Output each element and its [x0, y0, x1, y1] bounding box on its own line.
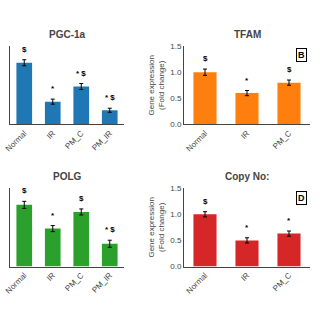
svg-text:Normal: Normal [4, 129, 29, 154]
svg-text:$: $ [79, 194, 84, 203]
svg-text:0.0: 0.0 [170, 262, 182, 271]
svg-text:* $: * $ [105, 93, 115, 102]
svg-text:1.0: 1.0 [170, 68, 182, 77]
svg-text:IR: IR [45, 271, 57, 283]
svg-text:* $: * $ [76, 69, 86, 78]
svg-text:Gene expression(Fold change): Gene expression(Fold change) [147, 55, 166, 115]
svg-text:Normal: Normal [4, 271, 29, 296]
svg-text:0.5: 0.5 [170, 94, 182, 103]
svg-text:IR: IR [239, 129, 251, 141]
svg-text:Copy No:: Copy No: [225, 171, 269, 182]
svg-text:PM_C: PM_C [271, 271, 293, 293]
svg-text:IR: IR [45, 129, 57, 141]
svg-text:*: * [287, 216, 291, 225]
svg-text:1.5: 1.5 [170, 184, 182, 193]
svg-text:Gene expression(Fold change): Gene expression(Fold change) [147, 197, 166, 257]
svg-text:$: $ [203, 197, 208, 206]
svg-text:IR: IR [239, 271, 251, 283]
svg-text:$: $ [22, 45, 27, 54]
svg-text:PM_IR: PM_IR [90, 271, 114, 295]
svg-text:Normal: Normal [185, 129, 210, 154]
svg-text:PM_IR: PM_IR [90, 129, 114, 153]
svg-text:Normal: Normal [185, 271, 210, 296]
svg-text:0.5: 0.5 [170, 236, 182, 245]
svg-text:*: * [51, 84, 55, 93]
svg-text:$: $ [287, 65, 292, 74]
svg-text:$: $ [203, 54, 208, 63]
svg-text:1.5: 1.5 [170, 42, 182, 51]
svg-text:*: * [245, 76, 249, 85]
svg-text:D: D [298, 193, 305, 203]
svg-text:1.0: 1.0 [170, 210, 182, 219]
svg-text:PM_C: PM_C [63, 129, 85, 151]
svg-text:B: B [298, 50, 305, 60]
svg-text:*: * [245, 223, 249, 232]
svg-text:PM_C: PM_C [63, 271, 85, 293]
svg-text:0.0: 0.0 [170, 120, 182, 129]
svg-text:PGC-1a: PGC-1a [49, 29, 86, 40]
svg-text:*: * [51, 211, 55, 220]
svg-text:PM_C: PM_C [271, 129, 293, 151]
svg-text:TFAM: TFAM [234, 29, 261, 40]
svg-text:$: $ [22, 186, 27, 195]
svg-text:* $: * $ [105, 225, 115, 234]
svg-text:POLG: POLG [53, 171, 82, 182]
